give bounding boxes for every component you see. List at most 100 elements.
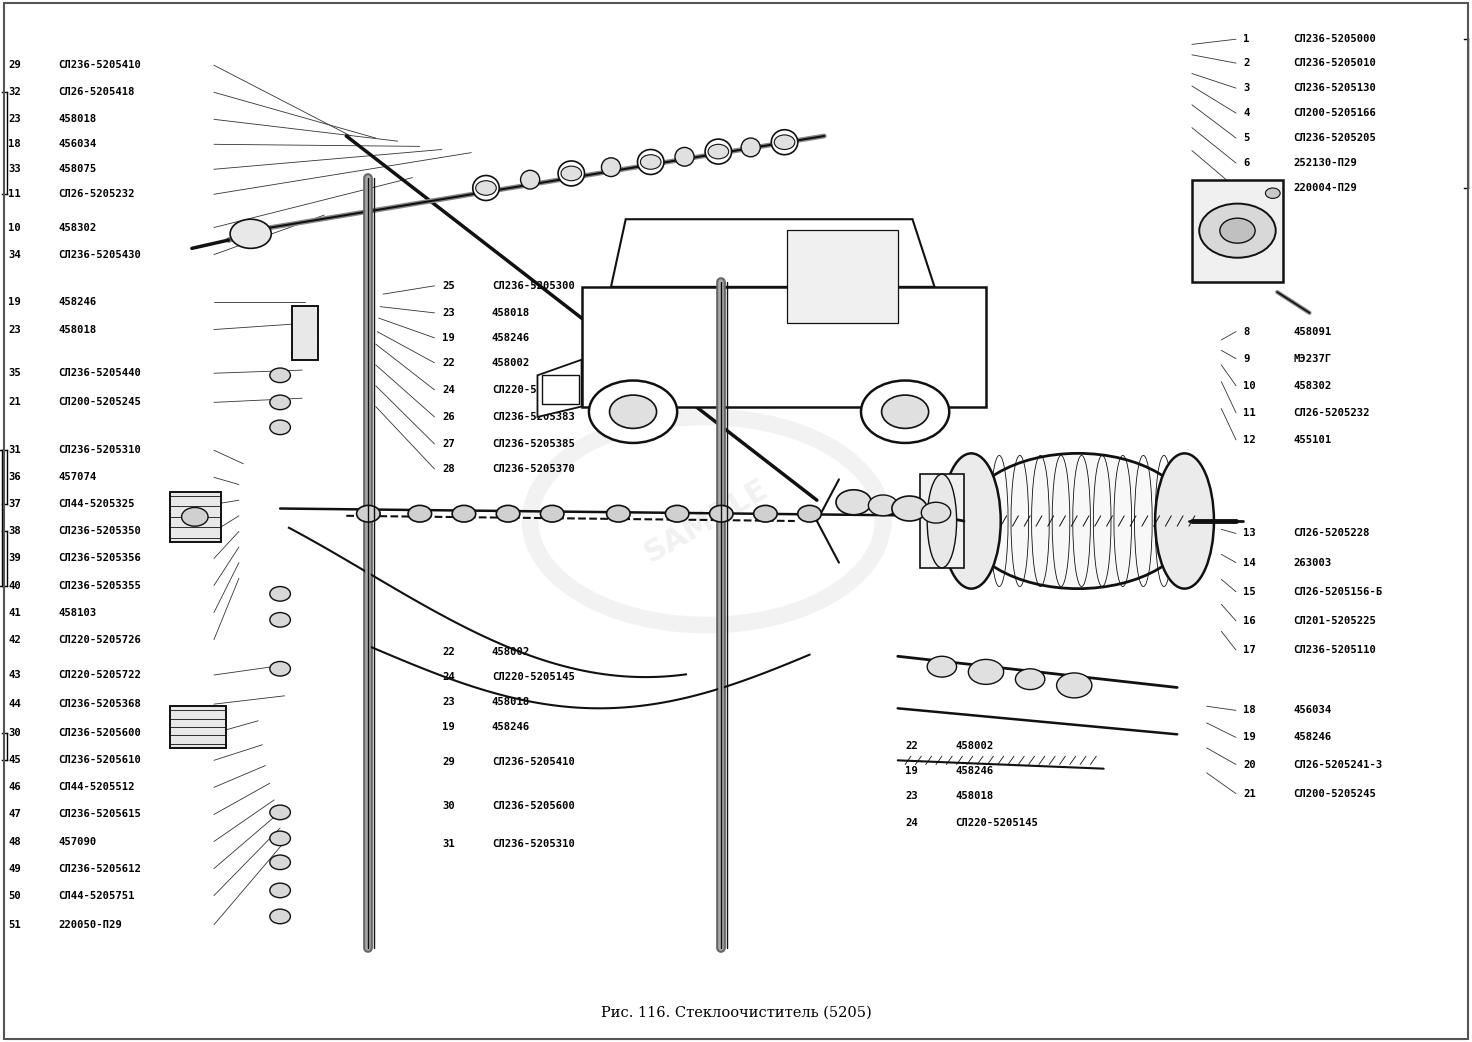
Bar [542, 375, 578, 404]
Ellipse shape [942, 453, 1001, 589]
Text: СЛ236-5205370: СЛ236-5205370 [492, 464, 574, 474]
Circle shape [269, 368, 290, 382]
Text: 32: 32 [7, 88, 21, 97]
Ellipse shape [602, 157, 621, 176]
Ellipse shape [558, 160, 584, 185]
Bar [581, 287, 986, 406]
Circle shape [868, 495, 898, 516]
Text: СЛ236-5205410: СЛ236-5205410 [57, 60, 141, 70]
Text: 458075: 458075 [57, 165, 96, 174]
Text: СЛ236-5205410: СЛ236-5205410 [492, 758, 574, 767]
Text: СЛ200-5205245: СЛ200-5205245 [1294, 789, 1376, 798]
Circle shape [798, 505, 821, 522]
Text: 42: 42 [7, 635, 21, 645]
Text: 220050-П29: 220050-П29 [57, 920, 122, 929]
Text: 23: 23 [7, 115, 21, 124]
Text: 35: 35 [7, 368, 21, 378]
Text: 29: 29 [7, 60, 21, 70]
Text: 23: 23 [442, 307, 455, 318]
Text: 16: 16 [1244, 616, 1256, 626]
Text: СЛ236-5205612: СЛ236-5205612 [57, 864, 141, 873]
Text: 458002: 458002 [492, 357, 530, 368]
Text: 34: 34 [7, 250, 21, 259]
Ellipse shape [964, 453, 1192, 589]
Text: 455101: 455101 [1294, 435, 1332, 445]
Text: 36: 36 [7, 472, 21, 482]
Circle shape [836, 490, 871, 515]
Text: СЛ236-5205350: СЛ236-5205350 [57, 526, 141, 537]
Text: СЛ220-5205722: СЛ220-5205722 [57, 670, 141, 680]
Ellipse shape [740, 138, 760, 156]
Circle shape [640, 154, 661, 169]
Circle shape [561, 166, 581, 180]
Text: СЛ236-5205600: СЛ236-5205600 [492, 801, 574, 811]
Circle shape [1266, 188, 1281, 198]
Circle shape [269, 884, 290, 898]
Text: СЛ236-5205356: СЛ236-5205356 [57, 553, 141, 564]
Text: 44: 44 [7, 699, 21, 710]
Text: 457090: 457090 [57, 837, 96, 846]
Text: 6: 6 [1244, 158, 1250, 168]
Text: 41: 41 [7, 607, 21, 618]
Circle shape [496, 505, 520, 522]
Text: 46: 46 [7, 783, 21, 792]
Text: СЛ201-5205225: СЛ201-5205225 [1294, 616, 1376, 626]
Text: 458002: 458002 [492, 647, 530, 658]
Text: 21: 21 [1244, 789, 1256, 798]
Text: 24: 24 [442, 384, 455, 395]
Text: 29: 29 [442, 758, 455, 767]
Circle shape [269, 587, 290, 601]
Ellipse shape [521, 170, 540, 189]
Text: 11: 11 [1244, 407, 1256, 418]
Text: СЛ236-5205610: СЛ236-5205610 [57, 755, 141, 765]
Text: СЛ220-5205145: СЛ220-5205145 [492, 384, 574, 395]
Text: 37: 37 [7, 499, 21, 510]
Text: 15: 15 [1244, 587, 1256, 597]
Circle shape [589, 380, 677, 443]
Text: СЛ26-5205241-З: СЛ26-5205241-З [1294, 760, 1382, 769]
Ellipse shape [473, 175, 499, 200]
Text: 458246: 458246 [955, 766, 994, 775]
Ellipse shape [705, 139, 732, 164]
Text: 458246: 458246 [492, 722, 530, 733]
Text: СЛ220-5205726: СЛ220-5205726 [57, 635, 141, 645]
Text: 19: 19 [442, 722, 455, 733]
Text: 5: 5 [1244, 133, 1250, 143]
Text: 33: 33 [7, 165, 21, 174]
Text: СЛ236-5205000: СЛ236-5205000 [1294, 34, 1376, 44]
Text: 12: 12 [1244, 435, 1256, 445]
Text: 456034: 456034 [57, 140, 96, 149]
Text: 19: 19 [7, 297, 21, 307]
Circle shape [475, 180, 496, 195]
Text: 27: 27 [442, 439, 455, 449]
Text: 10: 10 [1244, 380, 1256, 391]
Text: 48: 48 [7, 837, 21, 846]
Text: 50: 50 [7, 891, 21, 900]
Ellipse shape [771, 130, 798, 154]
Text: СЛ236-5205440: СЛ236-5205440 [57, 368, 141, 378]
Text: СЛ26-5205156-Б: СЛ26-5205156-Б [1294, 587, 1382, 597]
Text: 18: 18 [1244, 705, 1256, 716]
Text: 40: 40 [7, 580, 21, 591]
Ellipse shape [676, 147, 695, 166]
Text: 19: 19 [1244, 733, 1256, 743]
Circle shape [269, 395, 290, 410]
Text: 24: 24 [442, 672, 455, 683]
Text: СЛ236-5205130: СЛ236-5205130 [1294, 83, 1376, 93]
Text: 458002: 458002 [955, 741, 994, 751]
Text: 25: 25 [442, 281, 455, 291]
Text: 7: 7 [1244, 183, 1250, 193]
Ellipse shape [637, 149, 664, 174]
Text: 11: 11 [7, 190, 21, 199]
Text: 458246: 458246 [57, 297, 96, 307]
Circle shape [710, 505, 733, 522]
Ellipse shape [927, 474, 957, 568]
Circle shape [269, 420, 290, 435]
Text: СЛ236-5205205: СЛ236-5205205 [1294, 133, 1376, 143]
Text: СЛ44-5205325: СЛ44-5205325 [57, 499, 134, 510]
Text: 24: 24 [905, 818, 919, 827]
Text: Рис. 116. Стеклоочиститель (5205): Рис. 116. Стеклоочиститель (5205) [601, 1006, 871, 1019]
Text: 19: 19 [442, 332, 455, 343]
Text: СЛ236-5205368: СЛ236-5205368 [57, 699, 141, 710]
Text: 220004-П29: 220004-П29 [1294, 183, 1357, 193]
